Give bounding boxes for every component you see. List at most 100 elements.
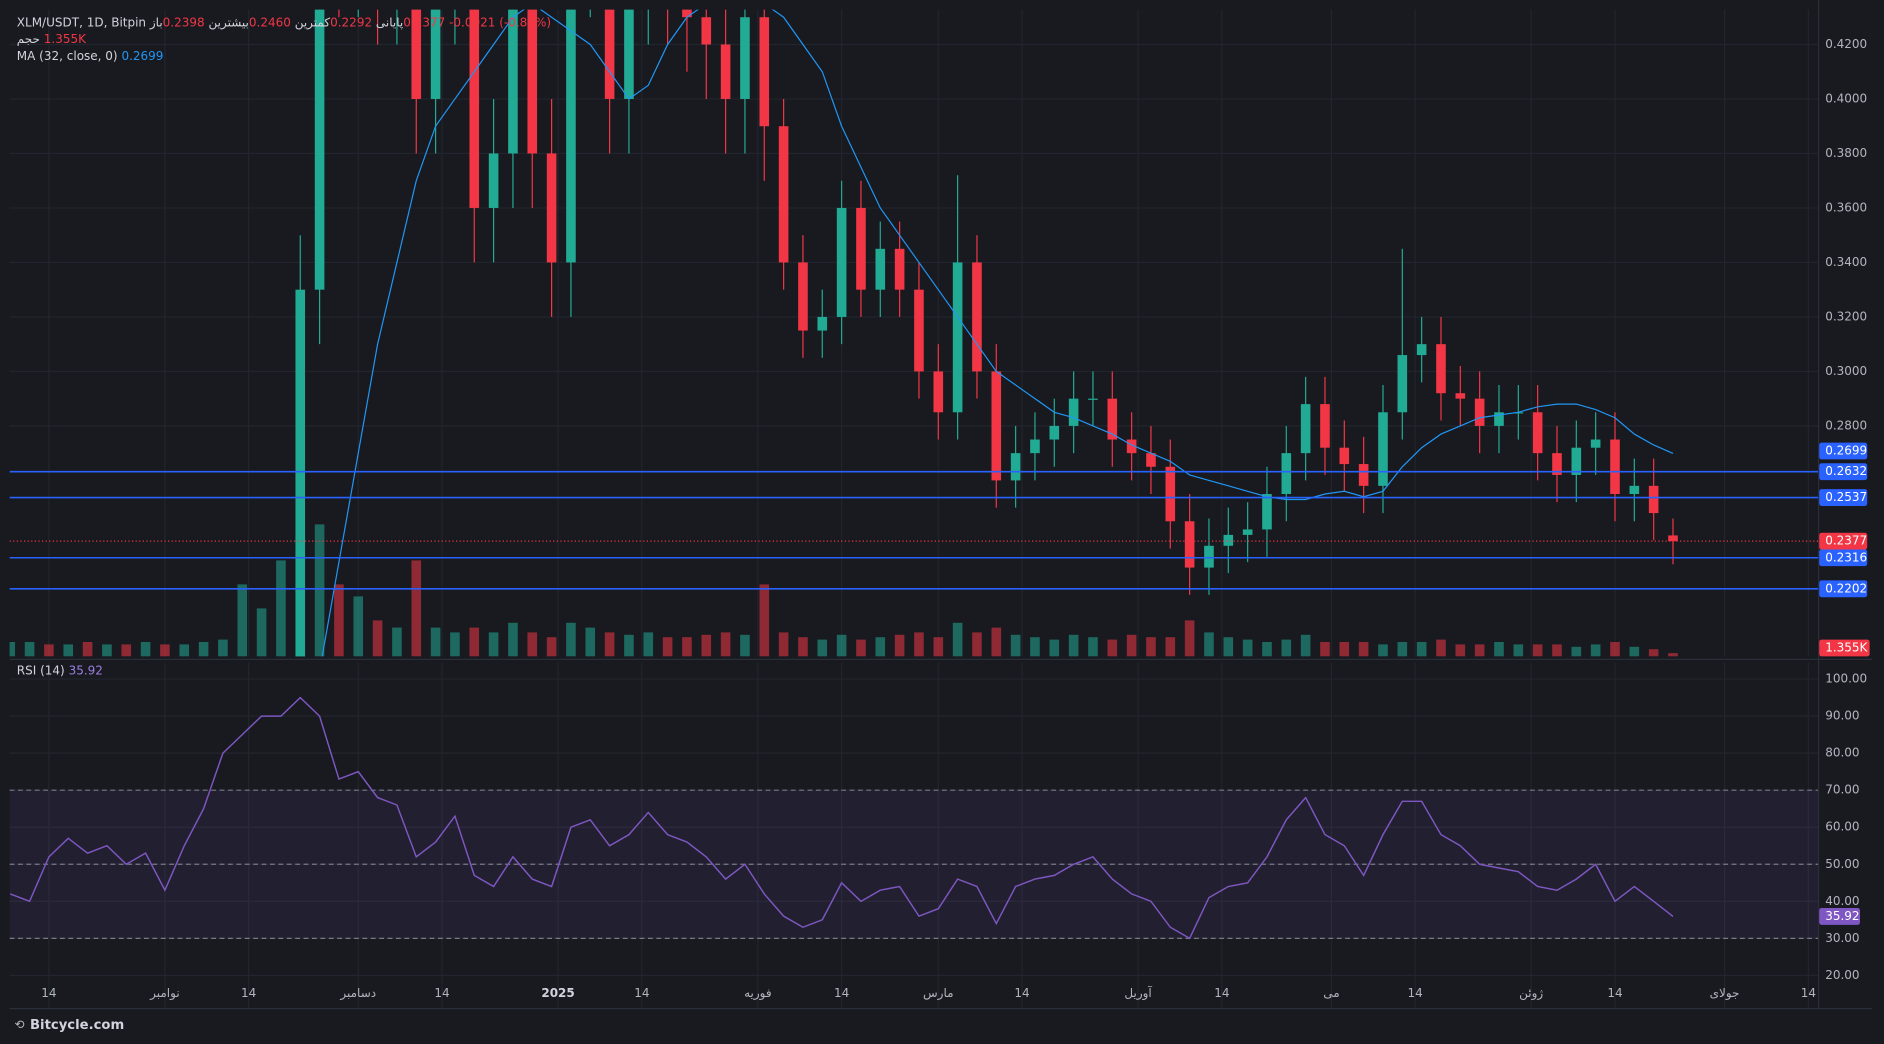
rsi-tick-label: 50.00 xyxy=(1825,857,1859,871)
volume-bar xyxy=(643,632,654,657)
candle-body xyxy=(836,207,847,317)
candle-body xyxy=(1629,485,1640,495)
volume-bar xyxy=(63,644,74,657)
volume-bar xyxy=(759,584,770,657)
volume-bar xyxy=(334,584,344,657)
high-value: 0.2460 xyxy=(248,16,291,31)
x-tick-label: جولای xyxy=(1710,986,1740,1001)
volume-bar xyxy=(392,627,402,657)
candle-body xyxy=(894,248,905,290)
volume-bar xyxy=(1030,637,1040,657)
x-tick-label: نوامبر xyxy=(149,986,180,1001)
rsi-tick-label: 80.00 xyxy=(1825,746,1859,760)
volume-bar xyxy=(24,642,35,657)
candle-body xyxy=(1281,453,1292,495)
volume-bar xyxy=(160,644,170,657)
candle-body xyxy=(1300,404,1311,454)
volume-bar xyxy=(488,632,499,657)
volume-label: 1.355K xyxy=(1825,641,1868,655)
volume-bar xyxy=(566,622,576,657)
volume-bar xyxy=(508,622,518,657)
volume-bar xyxy=(1165,637,1176,657)
volume-bar xyxy=(102,644,112,657)
y-tick-label: 0.3400 xyxy=(1825,255,1867,269)
level-label: 0.2537 xyxy=(1825,490,1867,504)
candle-body xyxy=(546,153,557,263)
ma-price-label: 0.2699 xyxy=(1825,444,1867,458)
level-label-box xyxy=(1819,580,1868,598)
volume-bar xyxy=(1049,639,1060,657)
level-label-box xyxy=(1819,549,1868,567)
candle-body xyxy=(314,9,325,290)
volume-bar xyxy=(82,642,93,657)
x-tick-label: دسامبر xyxy=(339,986,376,1001)
volume-bar xyxy=(237,584,248,657)
y-tick-label: 0.3000 xyxy=(1825,364,1867,378)
x-tick-label: 14 xyxy=(1801,986,1816,1000)
volume-bar xyxy=(1474,644,1485,657)
low-label: کمترین xyxy=(294,16,331,31)
x-tick-label: 14 xyxy=(1408,986,1423,1000)
volume-bar xyxy=(1146,637,1156,657)
x-tick-label: 14 xyxy=(241,986,256,1000)
candle-body xyxy=(430,9,441,99)
candle-body xyxy=(1068,398,1079,426)
rsi-tick-label: 60.00 xyxy=(1825,820,1859,834)
level-label: 0.2316 xyxy=(1825,550,1867,564)
volume-bar xyxy=(1397,642,1408,657)
candle-body xyxy=(875,248,886,290)
volume-bar xyxy=(546,637,557,657)
candle-body xyxy=(1165,466,1176,522)
candle-body xyxy=(1436,344,1446,394)
volume-bar xyxy=(585,627,596,657)
x-tick-label: مارس xyxy=(923,986,954,1001)
volume-bar xyxy=(1358,642,1369,657)
volume-bar xyxy=(353,596,364,657)
volume-bar xyxy=(720,632,731,657)
volume-bar xyxy=(1513,644,1524,657)
change: -0.0021 (-0.87%) xyxy=(449,16,552,31)
candle-body xyxy=(1030,439,1040,454)
ma-line xyxy=(321,9,1674,657)
close-label: پایانی xyxy=(375,16,404,31)
x-tick-label: آوریل xyxy=(1124,985,1152,1001)
candle-body xyxy=(1416,344,1427,356)
volume-bar xyxy=(1610,642,1620,657)
x-tick-label: می xyxy=(1323,986,1339,1000)
volume-bar xyxy=(179,644,190,657)
volume-bar xyxy=(972,632,982,657)
ma-price-label-box xyxy=(1819,442,1868,460)
candle-body xyxy=(778,126,789,263)
legend-ma: MA (32, close, 0) 0.2699 xyxy=(17,50,164,63)
volume-bar xyxy=(1223,637,1234,657)
volume-bar xyxy=(121,644,132,657)
candle-body xyxy=(1262,494,1272,530)
volume-bar xyxy=(798,637,808,657)
candle-body xyxy=(1049,425,1060,440)
volume-bar xyxy=(1455,644,1466,657)
candle-body xyxy=(1204,545,1214,568)
candle-body xyxy=(1474,398,1485,426)
y-tick-label: 0.4000 xyxy=(1825,91,1867,105)
volume-bar xyxy=(952,622,963,657)
candle-body xyxy=(933,371,944,413)
candle-body xyxy=(952,262,963,413)
candle-body xyxy=(701,17,712,45)
candle-body xyxy=(1552,453,1562,475)
candle-body xyxy=(914,289,924,372)
rsi-value-label-box xyxy=(1819,908,1861,925)
candle-body xyxy=(624,9,634,99)
volume-bar xyxy=(1262,642,1272,657)
low-value: 0.2292 xyxy=(330,16,373,31)
volume-bar xyxy=(1436,639,1446,657)
candle-body xyxy=(1455,393,1466,399)
volume-bar xyxy=(1668,653,1678,657)
level-label: 0.2632 xyxy=(1825,464,1867,478)
volume-bar xyxy=(662,637,673,657)
volume-bar xyxy=(411,560,422,657)
ma-value: 0.2699 xyxy=(121,50,164,64)
candle-body xyxy=(1397,355,1408,413)
candle-body xyxy=(972,262,982,372)
candle-body xyxy=(1648,485,1659,514)
